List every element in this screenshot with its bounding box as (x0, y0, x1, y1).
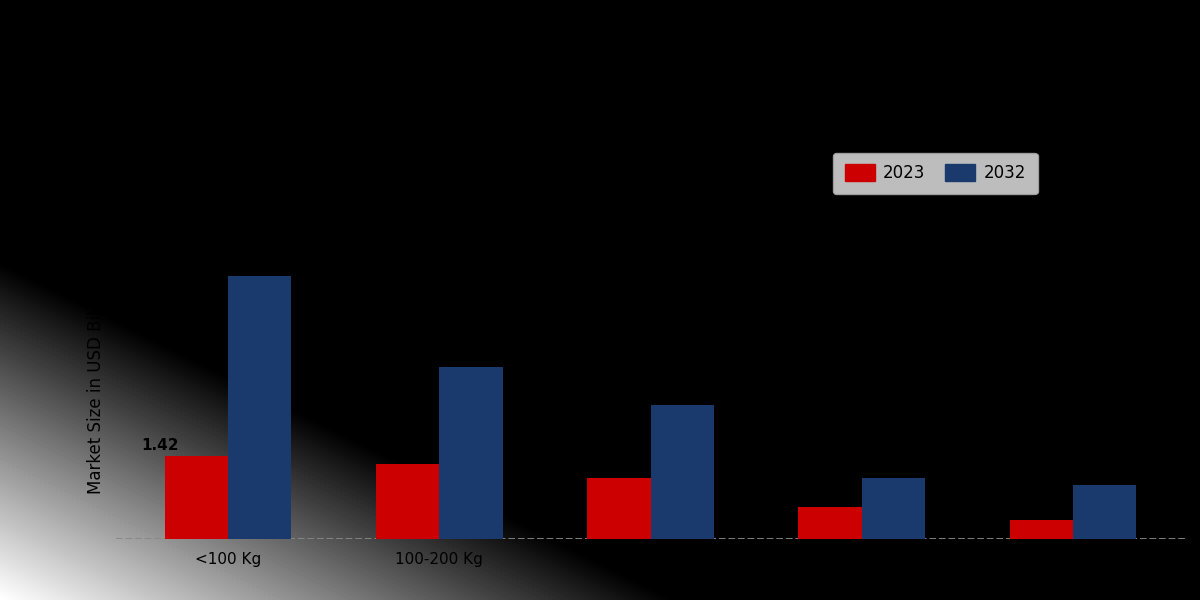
Text: 1.42: 1.42 (142, 438, 179, 453)
Bar (798, 507, 862, 539)
Bar (164, 456, 228, 539)
Bar (1073, 485, 1136, 539)
Bar (587, 478, 650, 539)
Bar (376, 464, 439, 539)
Text: Gantry Robot Market, By Payload Capacity, 2023 & 2032: Gantry Robot Market, By Payload Capacity… (84, 27, 754, 51)
Legend: 2023, 2032: 2023, 2032 (833, 152, 1038, 194)
Bar (1009, 520, 1073, 539)
Bar (862, 478, 925, 539)
Bar (228, 276, 292, 539)
Bar (439, 367, 503, 539)
Bar (650, 404, 714, 539)
Y-axis label: Market Size in USD Billion: Market Size in USD Billion (88, 280, 106, 494)
